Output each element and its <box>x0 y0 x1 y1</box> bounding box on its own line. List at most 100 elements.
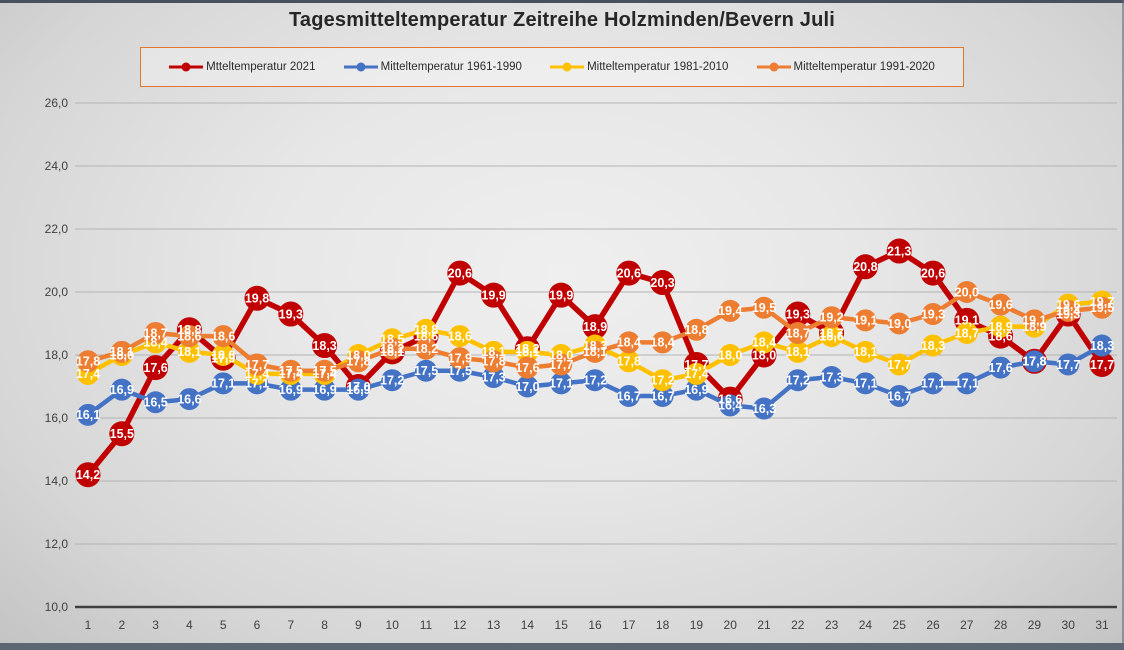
data-point[interactable] <box>584 340 606 363</box>
legend-item-1961-1990[interactable]: Mitteltemperatur 1961-1990 <box>343 61 522 73</box>
data-point[interactable] <box>550 372 573 395</box>
data-point[interactable] <box>313 359 336 382</box>
data-point[interactable] <box>381 337 404 360</box>
data-point[interactable] <box>143 355 169 381</box>
data-point[interactable] <box>447 260 473 286</box>
data-point[interactable] <box>415 359 437 382</box>
data-point[interactable] <box>719 394 742 417</box>
data-point[interactable] <box>617 384 640 407</box>
data-point[interactable] <box>786 321 809 344</box>
data-point[interactable] <box>1057 299 1080 322</box>
data-point-label: 18,8 <box>414 323 438 337</box>
data-point[interactable] <box>415 318 437 341</box>
data-point[interactable] <box>719 299 742 322</box>
data-point[interactable] <box>110 340 133 363</box>
data-point[interactable] <box>753 331 775 354</box>
data-point[interactable] <box>852 254 878 280</box>
data-point[interactable] <box>212 344 235 366</box>
data-point[interactable] <box>244 285 270 311</box>
data-point[interactable] <box>178 388 201 411</box>
data-point[interactable] <box>651 369 674 392</box>
data-point[interactable] <box>212 372 235 395</box>
data-point[interactable] <box>786 369 809 392</box>
data-point[interactable] <box>651 384 674 407</box>
data-point[interactable] <box>753 397 775 420</box>
data-point[interactable] <box>110 378 133 401</box>
data-point[interactable] <box>785 301 811 327</box>
data-point[interactable] <box>854 372 877 395</box>
data-point[interactable] <box>1091 296 1113 319</box>
data-point[interactable] <box>481 282 507 308</box>
data-point[interactable] <box>616 260 642 286</box>
data-point[interactable] <box>448 347 471 370</box>
data-point[interactable] <box>617 350 640 373</box>
data-point[interactable] <box>178 340 201 363</box>
legend-item-1981-2010[interactable]: Mitteltemperatur 1981-2010 <box>550 61 728 73</box>
data-point[interactable] <box>75 462 101 488</box>
data-point[interactable] <box>685 318 708 341</box>
data-point[interactable] <box>989 293 1012 316</box>
data-point[interactable] <box>516 375 539 398</box>
data-point[interactable] <box>109 421 135 447</box>
data-point[interactable] <box>989 315 1012 338</box>
data-point[interactable] <box>955 372 978 395</box>
data-point[interactable] <box>246 353 268 376</box>
data-point[interactable] <box>753 296 775 319</box>
data-point[interactable] <box>381 369 404 392</box>
data-point[interactable] <box>989 356 1012 379</box>
data-point[interactable] <box>516 356 539 379</box>
data-point[interactable] <box>786 340 809 363</box>
data-point[interactable] <box>178 325 201 348</box>
data-point[interactable] <box>278 301 304 327</box>
data-point[interactable] <box>922 334 944 357</box>
data-point[interactable] <box>719 344 742 366</box>
data-point[interactable] <box>1023 350 1046 373</box>
data-point[interactable] <box>77 350 99 373</box>
data-point[interactable] <box>347 378 370 401</box>
data-point[interactable] <box>415 337 437 360</box>
data-point[interactable] <box>888 384 911 407</box>
data-point[interactable] <box>922 303 944 326</box>
legend-item-2021[interactable]: Mtteltemperatur 2021 <box>169 61 315 73</box>
data-point[interactable] <box>886 238 912 264</box>
data-point[interactable] <box>347 350 370 373</box>
data-point[interactable] <box>1091 334 1113 357</box>
data-point[interactable] <box>313 378 336 401</box>
data-point[interactable] <box>854 309 877 332</box>
data-point[interactable] <box>279 378 302 401</box>
data-point[interactable] <box>888 353 911 376</box>
data-point[interactable] <box>482 350 505 373</box>
data-point[interactable] <box>922 372 944 395</box>
data-point[interactable] <box>650 270 676 296</box>
data-point[interactable] <box>582 314 608 340</box>
data-point[interactable] <box>550 353 573 376</box>
data-point[interactable] <box>955 321 978 344</box>
data-point[interactable] <box>685 362 708 385</box>
data-point[interactable] <box>651 331 674 354</box>
data-point[interactable] <box>144 321 167 344</box>
data-point[interactable] <box>548 282 574 308</box>
data-point[interactable] <box>820 325 843 348</box>
data-point[interactable] <box>516 340 539 363</box>
data-point[interactable] <box>854 340 877 363</box>
data-point[interactable] <box>584 369 606 392</box>
data-point[interactable] <box>1089 351 1115 377</box>
data-point[interactable] <box>820 366 843 389</box>
data-point[interactable] <box>312 333 338 359</box>
data-point[interactable] <box>820 306 843 329</box>
data-point[interactable] <box>77 403 99 426</box>
data-point[interactable] <box>685 378 708 401</box>
data-point[interactable] <box>1057 353 1080 376</box>
data-point[interactable] <box>888 312 911 335</box>
data-point[interactable] <box>1023 309 1046 332</box>
data-point[interactable] <box>448 325 471 348</box>
data-point[interactable] <box>144 391 167 414</box>
data-point[interactable] <box>920 260 946 286</box>
data-point-label: 17,2 <box>786 374 810 388</box>
data-point[interactable] <box>617 331 640 354</box>
legend-item-1991-2020[interactable]: Mitteltemperatur 1991-2020 <box>756 61 935 73</box>
data-point[interactable] <box>955 281 978 303</box>
data-point[interactable] <box>482 366 505 389</box>
data-point[interactable] <box>279 359 302 382</box>
data-point[interactable] <box>212 325 235 348</box>
